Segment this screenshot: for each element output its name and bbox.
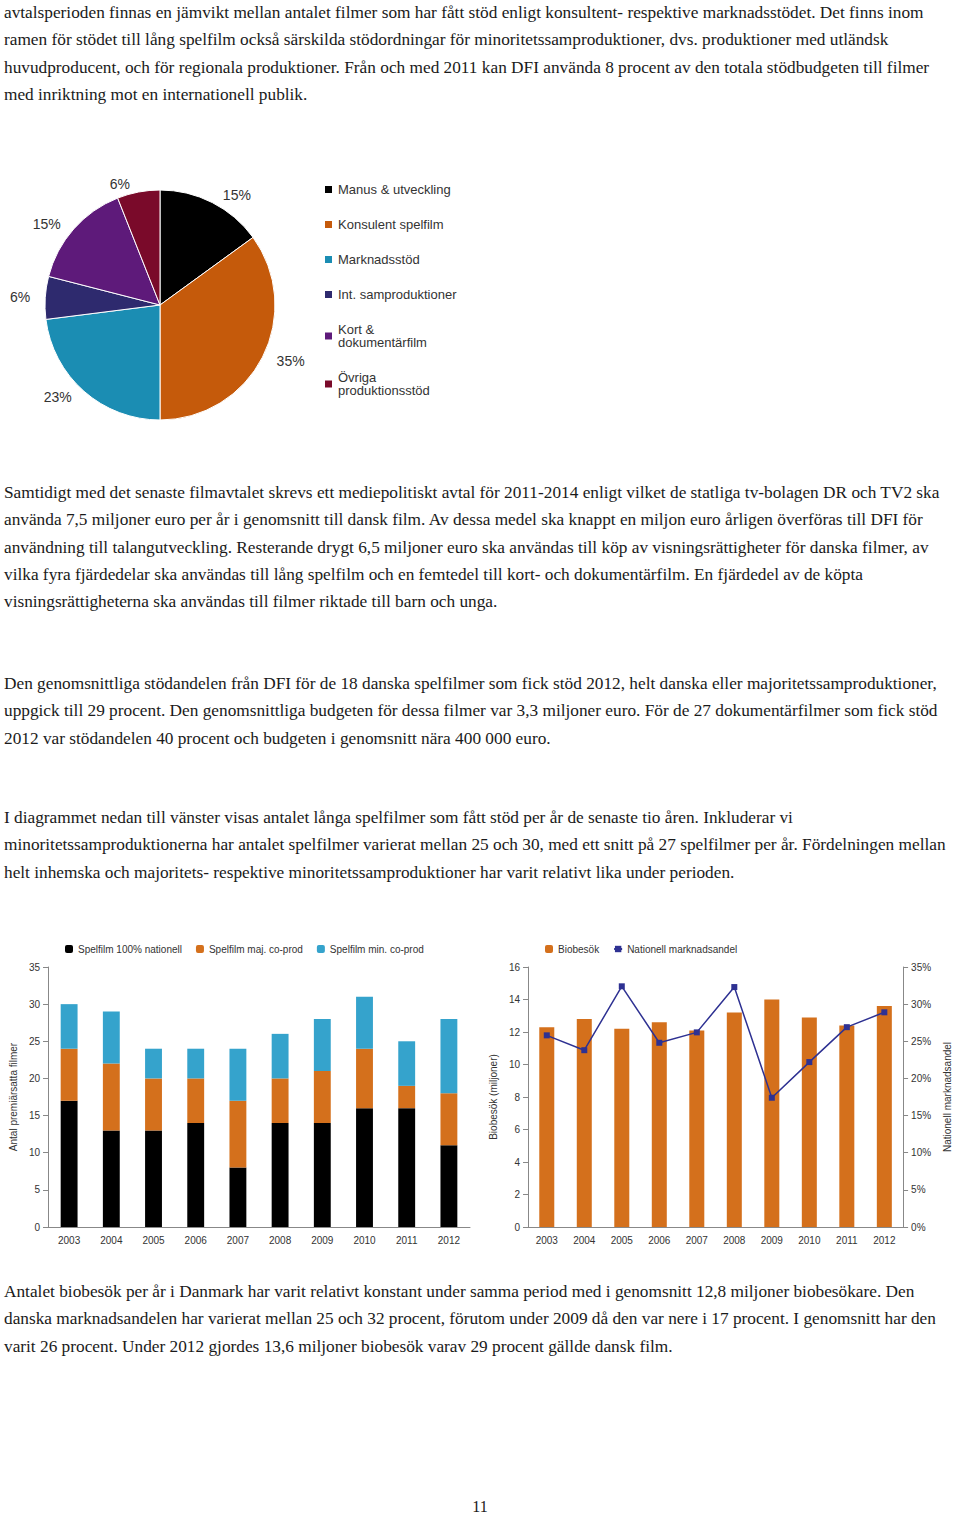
svg-text:2008: 2008 [723,1235,746,1246]
svg-text:Antal premiärsatta filmer: Antal premiärsatta filmer [8,1042,19,1151]
svg-text:15%: 15% [33,216,61,232]
html-text:Den genomsnittliga stödandelen: Den genomsnittliga stödandelen från DFI … [4,674,938,748]
svg-text:2007: 2007 [227,1235,250,1246]
svg-text:10: 10 [29,1147,41,1158]
svg-text:16: 16 [509,962,521,973]
svg-text:5: 5 [34,1184,40,1195]
svg-text:6: 6 [514,1124,520,1135]
svg-text:6%: 6% [10,289,30,305]
svg-text:Spelfilm maj. co-prod: Spelfilm maj. co-prod [209,944,303,955]
svg-text:2012: 2012 [438,1235,461,1246]
svg-text:15: 15 [29,1110,41,1121]
html-text:avtalsperioden finnas en jämvi: avtalsperioden finnas en jämvikt mellan … [4,3,930,104]
svg-text:30%: 30% [911,999,931,1010]
html-text:Samtidigt med det senaste film: Samtidigt med det senaste filmavtalet sk… [4,483,940,612]
svg-text:2003: 2003 [58,1235,81,1246]
svg-text:Spelfilm 100% nationell: Spelfilm 100% nationell [78,944,182,955]
svg-text:Biobesök (miljoner): Biobesök (miljoner) [488,1054,499,1140]
svg-text:Kort &: Kort & [338,322,378,337]
svg-text:2004: 2004 [573,1235,596,1246]
svg-text:2005: 2005 [142,1235,165,1246]
svg-text:2009: 2009 [311,1235,334,1246]
svg-text:4: 4 [514,1157,520,1168]
svg-text:Biobesök: Biobesök [558,944,600,955]
svg-text:2009: 2009 [761,1235,784,1246]
svg-text:8: 8 [514,1092,520,1103]
svg-text:12: 12 [509,1027,521,1038]
svg-text:2003: 2003 [536,1235,559,1246]
svg-text:0%: 0% [911,1222,926,1233]
svg-text:Konsulent spelfilm: Konsulent spelfilm [338,217,444,232]
svg-text:35%: 35% [277,353,305,369]
svg-text:2010: 2010 [353,1235,376,1246]
svg-text:2006: 2006 [648,1235,671,1246]
svg-text:35%: 35% [911,962,931,973]
html-text:Antalet biobesök per år i Danm: Antalet biobesök per år i Danmark har va… [4,1282,936,1356]
svg-text:dokumentärfilm: dokumentärfilm [338,335,427,350]
svg-text:0: 0 [34,1222,40,1233]
svg-text:2011: 2011 [396,1235,418,1246]
svg-text:produktionsstöd: produktionsstöd [338,383,430,398]
svg-text:25%: 25% [911,1036,931,1047]
svg-text:10: 10 [509,1059,521,1070]
svg-text:6%: 6% [110,176,130,192]
svg-text:2004: 2004 [100,1235,123,1246]
svg-text:2007: 2007 [686,1235,709,1246]
svg-text:14: 14 [509,994,521,1005]
html-text:11: 11 [472,1498,488,1515]
svg-text:5%: 5% [911,1184,926,1195]
svg-text:35: 35 [29,962,41,973]
svg-text:30: 30 [29,999,41,1010]
svg-text:25: 25 [29,1036,41,1047]
svg-text:2008: 2008 [269,1235,292,1246]
svg-text:2010: 2010 [798,1235,821,1246]
svg-text:Int. samproduktioner: Int. samproduktioner [338,287,457,302]
svg-text:Manus & utveckling: Manus & utveckling [338,182,451,197]
svg-text:Övriga: Övriga [338,370,380,385]
svg-text:20%: 20% [911,1073,931,1084]
svg-text:2011: 2011 [836,1235,858,1246]
svg-text:2005: 2005 [611,1235,634,1246]
html-text:I diagrammet nedan till vänste: I diagrammet nedan till vänster visas an… [4,808,946,882]
svg-text:20: 20 [29,1073,41,1084]
svg-text:Nationell marknadsandel: Nationell marknadsandel [942,1042,953,1152]
svg-text:Marknadsstöd: Marknadsstöd [338,252,420,267]
svg-text:23%: 23% [44,389,72,405]
svg-text:2006: 2006 [185,1235,208,1246]
svg-text:10%: 10% [911,1147,931,1158]
svg-text:2: 2 [514,1189,520,1200]
svg-text:2012: 2012 [873,1235,896,1246]
svg-text:15%: 15% [223,187,251,203]
svg-text:Spelfilm min. co-prod: Spelfilm min. co-prod [330,944,424,955]
svg-text:15%: 15% [911,1110,931,1121]
svg-text:Nationell marknadsandel: Nationell marknadsandel [627,944,737,955]
svg-text:0: 0 [514,1222,520,1233]
